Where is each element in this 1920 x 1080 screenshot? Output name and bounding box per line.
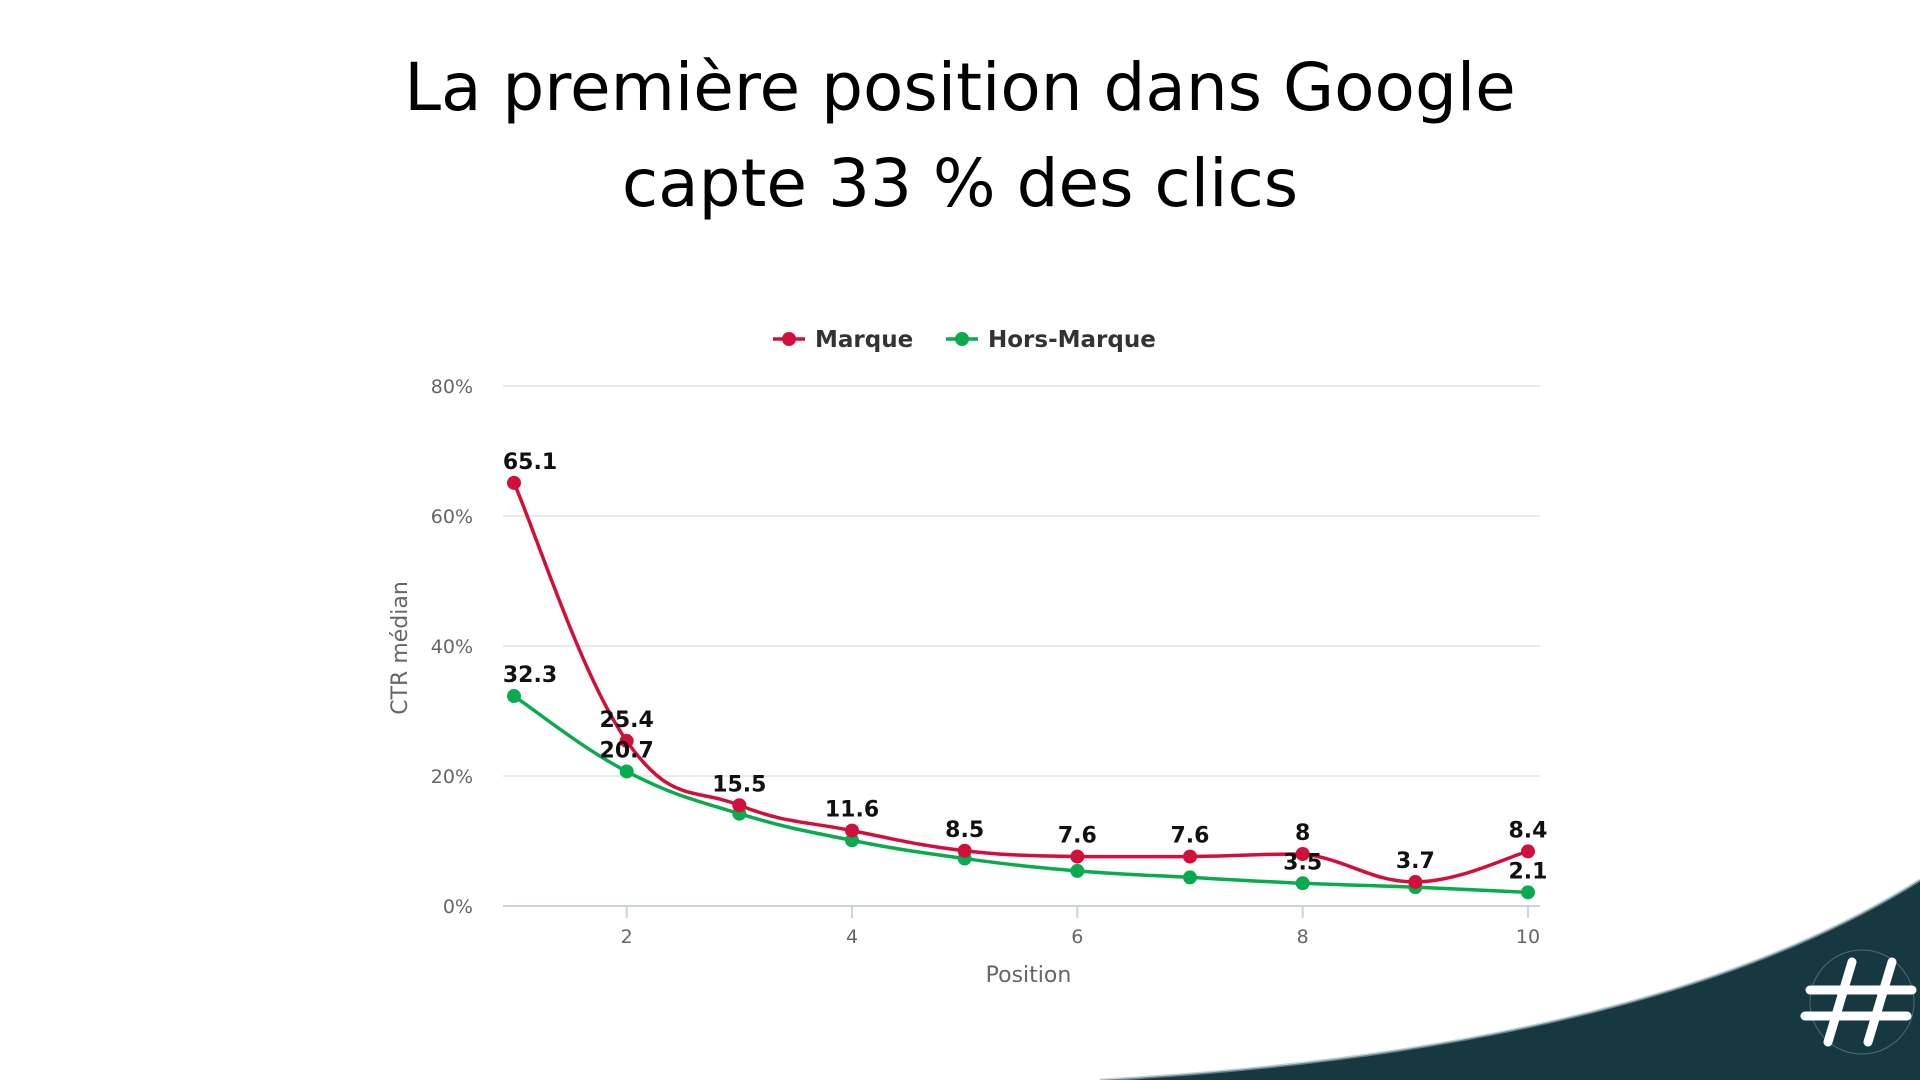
legend: Marque Hors-Marque [773,327,1156,353]
data-point-hors-marque[interactable] [1295,876,1310,891]
legend-swatch-marker [955,332,969,346]
series-layer [507,475,1535,900]
y-tick-label: 40% [431,636,473,658]
data-point-marque[interactable] [1183,849,1197,864]
x-tick-label: 2 [621,926,633,948]
data-label-marque: 8.4 [1509,818,1548,843]
data-point-hors-marque[interactable] [1070,863,1085,878]
data-point-hors-marque[interactable] [845,833,859,848]
data-label-marque: 7.6 [1058,824,1097,849]
title-line-1: La première position dans Google [404,49,1516,126]
axis-layer: 0% 20% 40% 60% 80% 2 4 6 8 10 Position CTR médian [388,376,1540,988]
data-label-layer: 65.1 25.4 15.5 11.6 8.5 7.6 7.6 8 3.7 8.4 32.3 20.7… [503,450,1548,884]
y-tick-label: 60% [431,506,473,528]
data-label-marque: 8 [1295,821,1310,846]
data-point-marque[interactable] [1070,849,1085,864]
y-tick-label: 80% [431,376,473,398]
data-label-marque: 11.6 [825,798,879,823]
data-point-marque[interactable] [1521,844,1535,859]
data-point-hors-marque[interactable] [1183,870,1197,885]
data-label-marque: 25.4 [600,708,654,733]
data-point-marque[interactable] [1408,874,1423,889]
grid-layer [503,385,1540,777]
data-label-marque: 3.7 [1396,849,1435,874]
data-point-marque[interactable] [619,733,634,748]
data-point-hors-marque[interactable] [1521,885,1535,900]
x-tick-label: 8 [1297,926,1309,948]
slide-title: La première position dans Google capte 3… [360,40,1560,232]
legend-item-hors-marque[interactable]: Hors-Marque [988,327,1156,353]
data-label-hors-marque: 20.7 [600,738,654,763]
data-point-marque[interactable] [957,843,972,858]
x-tick-label: 6 [1071,926,1083,948]
legend-swatch-marker [782,332,796,346]
x-tick-label: 10 [1516,926,1540,948]
y-tick-label: 20% [431,766,473,788]
y-axis-title: CTR médian [388,581,413,715]
legend-item-marque[interactable]: Marque [815,327,913,353]
decorative-swoosh-highlight [1099,878,1920,1080]
data-point-marque[interactable] [1295,847,1310,861]
data-label-marque: 15.5 [712,772,766,797]
data-label-marque: 8.5 [945,818,984,843]
data-point-marque[interactable] [732,798,747,813]
title-line-2: capte 33 % des clics [621,145,1299,222]
data-point-hors-marque[interactable] [619,764,634,779]
decorative-swoosh [1100,880,1920,1080]
hashtag-logo-icon [1800,949,1917,1055]
series-line-marque [512,481,1530,884]
y-tick-label: 0% [443,896,473,918]
data-label-hors-marque: 2.1 [1509,859,1548,884]
x-axis-title: Position [986,963,1072,988]
data-label-hors-marque: 3.5 [1283,850,1322,875]
series-line-hors-marque [512,694,1530,895]
data-point-marque[interactable] [845,823,859,838]
data-label-hors-marque: 32.3 [503,663,557,688]
data-label-marque: 65.1 [503,450,557,475]
x-tick-label: 4 [846,926,858,948]
data-point-hors-marque[interactable] [507,689,521,704]
data-point-marque[interactable] [507,475,521,490]
data-label-marque: 7.6 [1171,824,1210,849]
